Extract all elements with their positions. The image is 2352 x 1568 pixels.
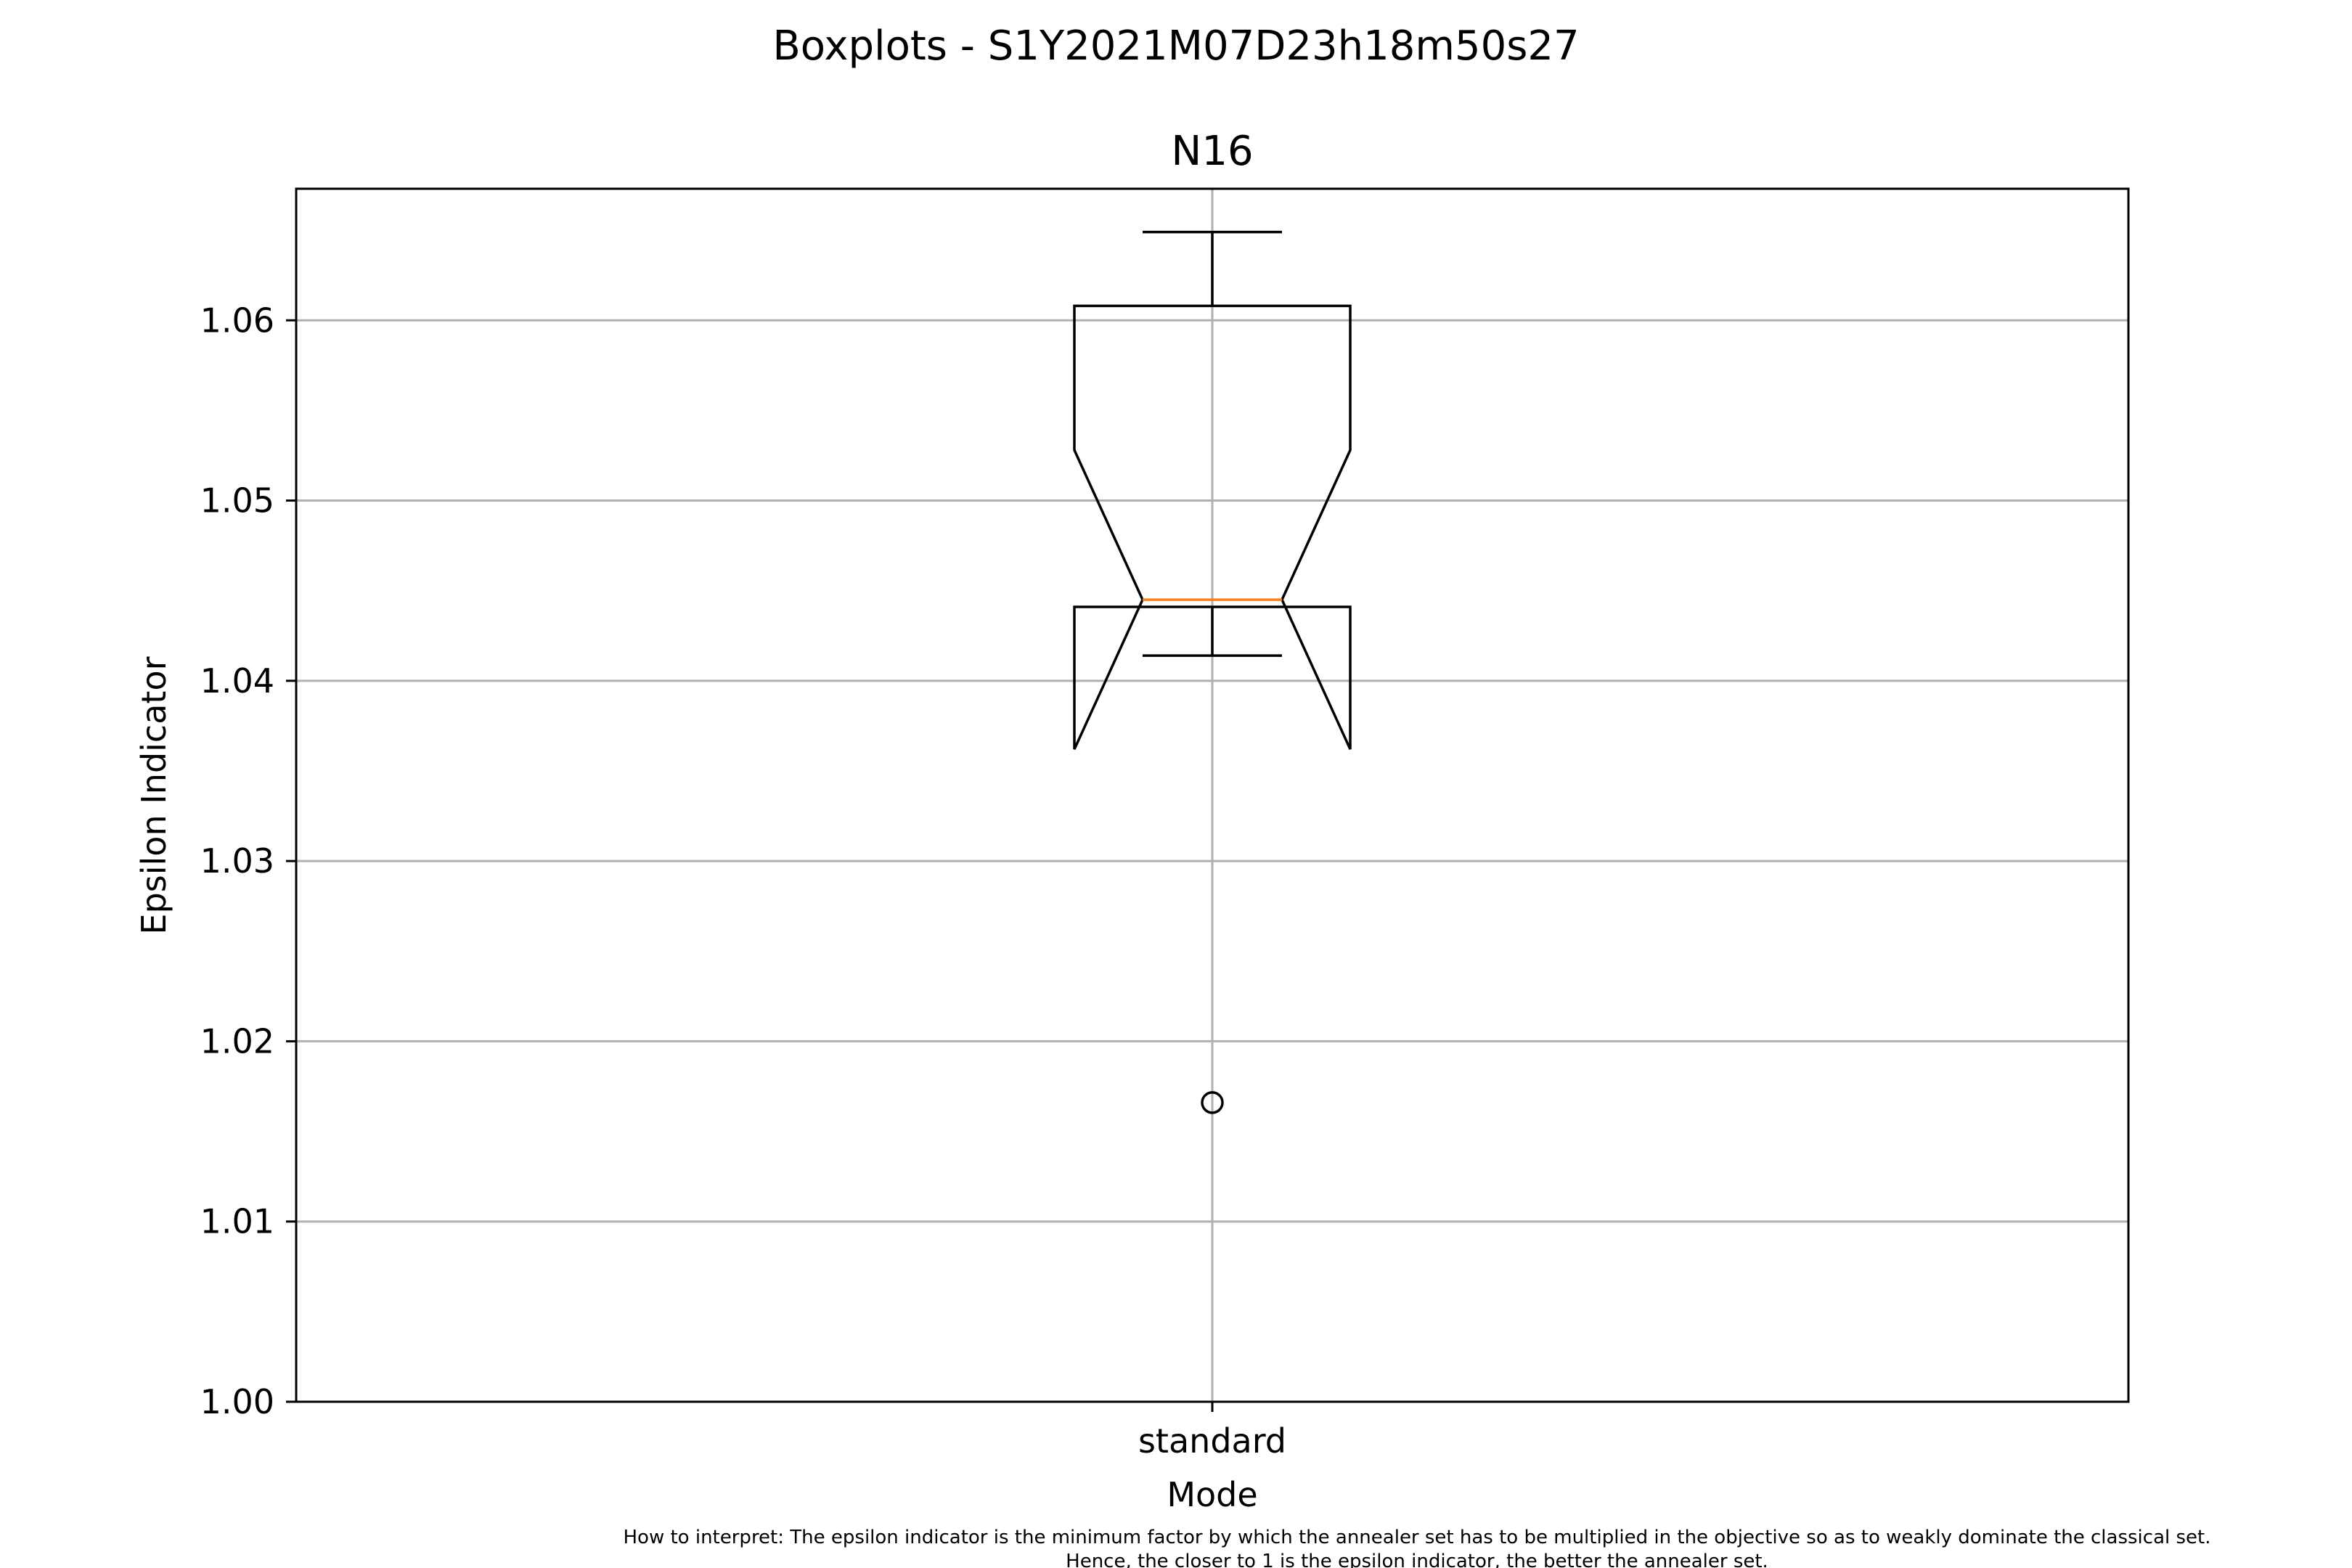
y-tick-label: 1.05 <box>200 481 274 520</box>
axes-title: N16 <box>1171 128 1253 175</box>
x-axis-ticks: standard <box>1138 1402 1286 1461</box>
x-axis-label: Mode <box>1167 1475 1257 1514</box>
y-tick-label: 1.04 <box>200 661 274 701</box>
y-tick-label: 1.02 <box>200 1021 274 1061</box>
box-layer <box>1073 230 1352 1114</box>
outlier-point <box>1201 1091 1224 1114</box>
y-tick-label: 1.06 <box>200 301 274 340</box>
box-body <box>1073 304 1352 750</box>
axes-frame <box>295 187 2130 1403</box>
y-tick-label: 1.03 <box>200 841 274 881</box>
figure-suptitle: Boxplots - S1Y2021M07D23h18m50s27 <box>772 23 1579 70</box>
y-tick-label: 1.01 <box>200 1202 274 1241</box>
y-axis-label: Epsilon Indicator <box>134 656 173 934</box>
x-tick-label: standard <box>1138 1421 1286 1461</box>
y-tick-label: 1.00 <box>200 1382 274 1421</box>
footnote-line-2: Hence, the closer to 1 is the epsilon in… <box>1066 1551 1768 1568</box>
grid-layer <box>296 189 2128 1403</box>
footnote-line-1: How to interpret: The epsilon indicator … <box>624 1527 2211 1548</box>
y-axis-ticks: 1.00 1.01 1.02 1.03 1.04 1.05 1.06 <box>200 301 296 1421</box>
